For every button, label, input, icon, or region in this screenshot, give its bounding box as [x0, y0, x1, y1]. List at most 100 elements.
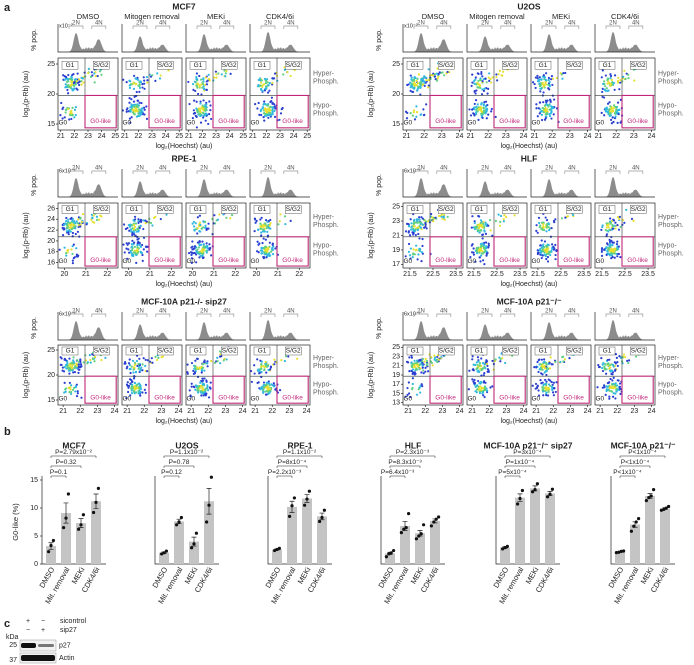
- density-dot: [204, 105, 207, 108]
- density-dot: [543, 228, 546, 232]
- density-dot: [63, 381, 66, 384]
- y-tick-label: 17: [392, 381, 400, 388]
- density-dot: [407, 83, 410, 86]
- density-dot: [603, 85, 607, 88]
- density-dot: [436, 77, 439, 80]
- density-dot: [422, 80, 425, 83]
- density-dot: [136, 227, 139, 230]
- density-dot: [472, 253, 476, 256]
- hist-label: 2N: [609, 309, 617, 315]
- density-dot: [265, 371, 268, 374]
- g0-like-gate: [557, 236, 590, 267]
- histogram: [595, 31, 655, 52]
- hist-axis: [466, 169, 527, 198]
- density-dot: [538, 101, 542, 104]
- density-dot: [137, 240, 140, 243]
- density-dot: [480, 254, 483, 257]
- density-dot: [415, 393, 419, 396]
- histogram: [58, 320, 118, 340]
- density-dot: [536, 115, 539, 118]
- y-tick-label: 10: [30, 505, 38, 512]
- density-dot: [284, 222, 287, 226]
- density-dot: [67, 369, 71, 372]
- hist-bracket: [155, 25, 171, 29]
- density-dot: [480, 112, 483, 115]
- density-dot: [611, 395, 615, 398]
- density-dot: [469, 114, 473, 117]
- density-dot: [542, 74, 545, 77]
- density-dot: [596, 386, 599, 389]
- density-dot: [415, 244, 418, 247]
- density-dot: [543, 364, 546, 367]
- density-dot: [551, 105, 554, 109]
- gate-box: [253, 61, 271, 70]
- density-dot: [417, 85, 420, 88]
- data-point: [277, 546, 281, 550]
- gate-label: G0: [403, 120, 412, 127]
- gate-box: [189, 346, 207, 356]
- gate-label: G0-like: [499, 118, 520, 125]
- density-dot: [193, 80, 196, 83]
- density-dot: [72, 371, 75, 374]
- density-dot: [258, 78, 262, 82]
- density-dot: [415, 361, 418, 364]
- gate-label: S/G2: [631, 348, 646, 355]
- data-point: [614, 551, 619, 555]
- density-dot: [257, 101, 260, 105]
- density-dot: [146, 81, 149, 84]
- condition-label: DMSO: [77, 12, 100, 21]
- density-dot: [131, 248, 134, 252]
- gate-box: [253, 346, 271, 356]
- density-dot: [483, 250, 486, 253]
- hist-label: 4N: [632, 309, 640, 315]
- density-dot: [536, 231, 539, 234]
- density-dot: [203, 377, 206, 380]
- data-point: [429, 524, 433, 528]
- density-dot: [479, 221, 482, 225]
- density-dot: [283, 215, 287, 218]
- density-dot: [142, 76, 145, 79]
- density-dot: [250, 369, 253, 373]
- data-point: [51, 538, 56, 543]
- density-dot: [100, 358, 103, 362]
- density-dot: [490, 110, 493, 113]
- density-dot: [404, 110, 408, 113]
- density-dot: [609, 114, 612, 117]
- gate-box: [502, 61, 519, 70]
- hist-axis: [594, 312, 655, 341]
- density-dot: [131, 239, 134, 242]
- density-dot: [555, 76, 558, 80]
- hyper-label: Phosph.: [658, 363, 684, 370]
- density-dot: [129, 371, 132, 375]
- density-dot: [66, 88, 69, 92]
- density-dot: [70, 365, 74, 368]
- density-dot: [132, 112, 135, 115]
- density-dot: [63, 357, 66, 360]
- density-dot: [141, 82, 144, 86]
- density-dot: [483, 372, 486, 375]
- hist-scale: 6x10⁻²: [59, 311, 76, 317]
- density-dot: [130, 83, 133, 86]
- density-dot: [204, 392, 207, 396]
- density-dot: [543, 76, 546, 80]
- data-point: [516, 502, 520, 506]
- bar: [302, 498, 312, 564]
- density-dot: [93, 355, 97, 359]
- density-dot: [623, 221, 626, 224]
- density-dot: [265, 256, 268, 259]
- density-dot: [265, 393, 268, 396]
- bar: [76, 523, 86, 564]
- density-dot: [205, 101, 208, 104]
- data-point: [190, 546, 194, 550]
- x-tick-label: 22: [167, 271, 175, 278]
- density-dot: [127, 362, 131, 365]
- gate-label: S/G2: [631, 206, 646, 213]
- density-dot: [537, 221, 541, 225]
- density-dot: [432, 216, 435, 219]
- density-dot: [138, 83, 141, 86]
- hist-label: 4N: [504, 21, 512, 27]
- density-dot: [545, 363, 548, 366]
- y-tick-label: 25: [47, 347, 55, 354]
- density-dot: [61, 234, 65, 237]
- data-point: [192, 542, 196, 546]
